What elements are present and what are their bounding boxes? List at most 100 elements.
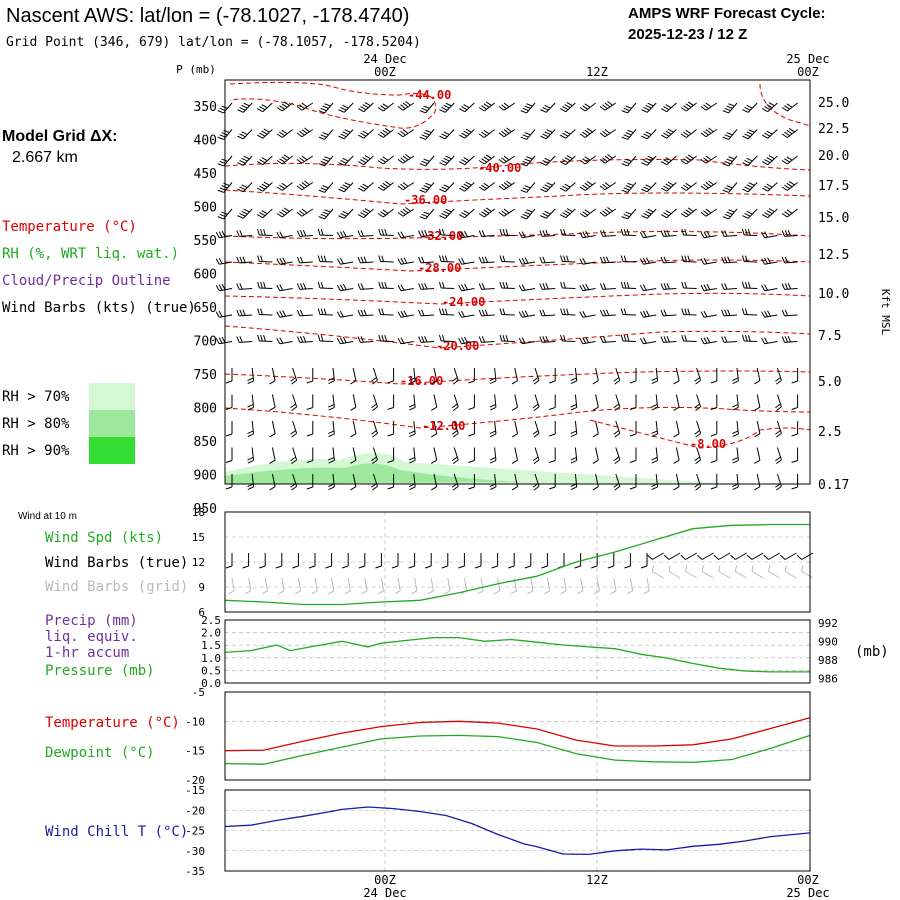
wind-barb (378, 281, 394, 289)
wind-barb (673, 473, 680, 491)
wind-barb (439, 208, 455, 219)
wind-barb (651, 420, 659, 438)
wind-barb (451, 367, 459, 385)
wind-barb (357, 283, 374, 290)
wind-barb (721, 309, 738, 317)
wind-barb (673, 420, 680, 438)
wind-barb (621, 208, 637, 220)
y-tick-label: -30 (185, 845, 205, 858)
wind-barb (761, 310, 778, 318)
wind-barb (328, 394, 335, 411)
wind-barb (641, 155, 657, 166)
wind-barb (357, 309, 374, 317)
grid-wind-barb (643, 577, 650, 595)
wind-barb (710, 474, 718, 490)
wind-barb (247, 420, 255, 438)
wind-barb (639, 337, 657, 345)
wind-barb (478, 309, 495, 317)
wind-barb (478, 101, 495, 112)
wind-barb (599, 230, 616, 237)
wind-barb (592, 473, 599, 491)
wind-barb (247, 394, 255, 411)
grid-wind-barb (543, 577, 551, 595)
kft-tick-label: 0.17 (818, 478, 849, 493)
wind-barb (458, 102, 475, 113)
wind-barb (338, 155, 354, 166)
wind-barb (256, 181, 273, 192)
top-hour-label: 12Z (586, 65, 608, 79)
wind-barb (660, 181, 677, 192)
wind-barb (451, 394, 459, 412)
wind-barb (451, 420, 459, 438)
page-title: Nascent AWS: lat/lon = (-78.1027, -178.4… (6, 5, 409, 27)
wind-barb (710, 421, 718, 437)
grid-wind-barb (377, 577, 385, 595)
wind-barb (539, 256, 556, 264)
wind-barb (276, 129, 293, 138)
wind-barb (499, 228, 515, 236)
grid-wind-barb (444, 577, 451, 595)
wind-barb (560, 255, 576, 263)
wind-barb (722, 208, 738, 220)
wind-barb (257, 334, 273, 342)
wind-barb (761, 155, 778, 166)
wind-barb (247, 367, 255, 385)
wind-barb (754, 473, 761, 491)
wind-barb (549, 447, 556, 463)
wind-barb (276, 231, 293, 239)
wind-barb (296, 155, 314, 164)
wind-barb (458, 230, 475, 239)
wind-barb (438, 281, 455, 289)
true-wind-barb (746, 552, 764, 560)
wind-barb (418, 256, 435, 264)
wind-barb (599, 283, 616, 290)
true-wind-barb (474, 553, 482, 569)
wind-barb (236, 256, 253, 264)
legend-rh: RH (%, WRT liq. wat.) (2, 246, 179, 262)
wind-barb (237, 182, 253, 193)
wind-barb (511, 420, 518, 438)
wind-barb (458, 128, 475, 139)
precip-panel-frame (224, 619, 811, 684)
true-wind-barb (663, 552, 681, 560)
top-hour-label: 00Z (374, 65, 396, 79)
wind-barb (478, 230, 495, 237)
isotherm-line (759, 83, 811, 127)
pressure-tick-label: 350 (194, 100, 217, 115)
wind-barb (639, 310, 657, 318)
wind-barb (560, 281, 576, 289)
wind-speed-series (224, 523, 810, 606)
isotherm-line (224, 231, 811, 240)
wind-barb (468, 474, 475, 490)
true-wind-barb (375, 553, 382, 569)
isotherm-label: -36.00 (404, 193, 447, 207)
wind-barb (357, 182, 374, 192)
grid-wind-barb (245, 577, 252, 595)
rh-legend-70: RH > 70% (2, 389, 70, 405)
kft-ticks: 25.0 22.5 20.0 17.5 15.0 12.5 10.0 7.5 5.0 2.5 0.1… (818, 96, 849, 493)
true-wind-barb (225, 553, 233, 569)
wind-gridlines (225, 512, 810, 612)
true-wind-barb (308, 553, 316, 569)
wind-barb (478, 283, 495, 290)
wind-barb (419, 129, 435, 140)
wind-barb (397, 182, 415, 191)
wind-barb (741, 281, 758, 289)
wind-barb (256, 208, 273, 219)
wind-barb (700, 102, 718, 111)
wind-barb (430, 447, 438, 464)
precip-gridlines (225, 620, 810, 683)
y-tick-label: 1.0 (201, 652, 221, 665)
wind-barb (613, 394, 621, 412)
wind-barb (458, 208, 475, 219)
wind-barb (306, 394, 314, 410)
wind-barb (489, 420, 497, 438)
pressure-tick-label: 600 (194, 268, 217, 283)
wind-barb (673, 367, 680, 385)
isotherm-line (224, 259, 811, 272)
wind-barb (328, 367, 335, 385)
wind-barb (761, 257, 778, 265)
wind-barb (673, 447, 680, 464)
wind-barb (276, 257, 293, 265)
